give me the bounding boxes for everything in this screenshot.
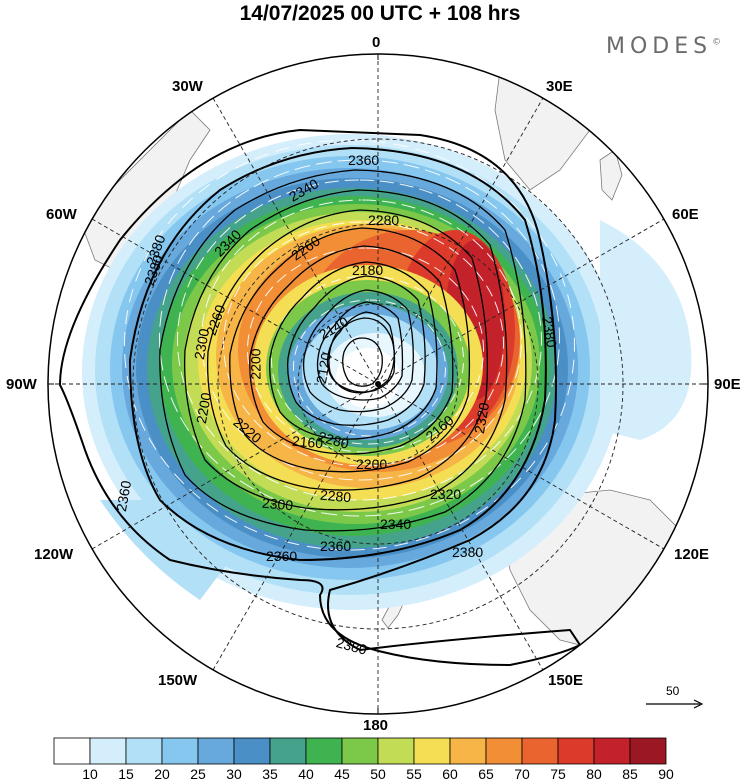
shade-lobe-east — [600, 220, 692, 440]
colorbar-tick-label: 80 — [586, 766, 602, 782]
colorbar-tick-label: 35 — [262, 766, 278, 782]
colorbar-swatch — [125, 737, 163, 765]
lon-label-180: 180 — [363, 717, 389, 734]
lon-label-60e: 60E — [672, 206, 699, 223]
colorbar-tick-label: 85 — [622, 766, 638, 782]
lon-label-30e: 30E — [546, 78, 573, 95]
rim-ticks — [48, 54, 708, 714]
wind-streak-outer2 — [124, 139, 575, 551]
colorbar-tick-label: 75 — [550, 766, 566, 782]
contour-label: 2280 — [319, 486, 352, 506]
colorbar-swatch — [53, 737, 91, 765]
map-disc — [48, 54, 708, 714]
height-contours — [58, 128, 582, 667]
contour-2140 — [328, 317, 395, 394]
colorbar-swatch — [557, 737, 595, 765]
colorbar-tick-label: 90 — [658, 766, 674, 782]
colorbar-swatch — [89, 737, 127, 765]
contour-2360 — [128, 146, 547, 562]
contour-2220 — [287, 275, 426, 426]
colorbar-tick-label: 70 — [514, 766, 530, 782]
lon-label-90w: 90W — [6, 376, 37, 393]
contour-2380 — [58, 128, 582, 667]
contour-label: 2200 — [356, 456, 388, 472]
colorbar-swatch — [521, 737, 559, 765]
colorbar-tick-label: 10 — [82, 766, 98, 782]
colorbar-swatch — [413, 737, 451, 765]
colorbar-swatch — [161, 737, 199, 765]
lon-label-120e: 120E — [674, 546, 710, 563]
copyright-mark: © — [712, 37, 722, 48]
colorbar-swatch — [197, 737, 235, 765]
colorbar-swatch — [377, 737, 415, 765]
contour-label: 2280 — [368, 212, 400, 228]
contour-label: 2320 — [430, 486, 462, 502]
colorbar-tick-label: 55 — [406, 766, 422, 782]
lon-label-120w: 120W — [34, 546, 74, 563]
colorbar-tick-label: 20 — [154, 766, 170, 782]
colorbar-tick-label: 30 — [226, 766, 242, 782]
reference-vector — [646, 699, 704, 709]
contour-label: 2300 — [261, 494, 294, 514]
colorbar-tick-label: 60 — [442, 766, 458, 782]
wind-streak-mid2 — [201, 199, 522, 481]
colorbar-tick-label: 65 — [478, 766, 494, 782]
wind-streak-inner1 — [247, 247, 484, 453]
reference-vector-label: 50 — [666, 684, 680, 698]
contour-2260 — [249, 245, 454, 455]
lon-label-30w: 30W — [172, 78, 203, 95]
lon-label-0: 0 — [372, 34, 381, 51]
colorbar-tick-label: 15 — [118, 766, 134, 782]
colorbar-swatch — [593, 737, 631, 765]
contour-2240 — [269, 261, 438, 440]
contour-2340 — [159, 169, 527, 532]
brand-name: MODES — [606, 34, 713, 59]
contour-2180 — [316, 301, 404, 401]
contour-label: 2160 — [291, 432, 324, 452]
contour-2120 — [342, 337, 383, 387]
colorbar-tick-label: 45 — [334, 766, 350, 782]
wind-streak-outer — [159, 159, 560, 517]
colorbar-swatch — [449, 737, 487, 765]
contour-label: 2360 — [348, 152, 380, 168]
contour-label: 2380 — [452, 544, 484, 560]
contour-label: 2180 — [352, 262, 384, 278]
lon-label-150w: 150W — [158, 672, 198, 689]
contour-label: 2200 — [247, 348, 264, 380]
colorbar-tick-label: 25 — [190, 766, 206, 782]
colorbar-swatch — [629, 737, 667, 765]
colorbar-tick-label: 40 — [298, 766, 314, 782]
colorbar-swatch — [341, 737, 379, 765]
contour-label: 2360 — [266, 548, 298, 564]
pole-marker — [375, 381, 381, 387]
latitude-circle-inner — [297, 303, 459, 465]
contour-2320 — [184, 189, 508, 511]
shade-lobe-southwest — [100, 500, 230, 600]
contour-2300 — [206, 209, 489, 491]
colorbar-tick-label: 50 — [370, 766, 386, 782]
colorbar-swatch — [485, 737, 523, 765]
chart-title: 14/07/2025 00 UTC + 108 hrs — [239, 2, 521, 25]
contour-label: 2360 — [320, 538, 352, 554]
lon-label-60w: 60W — [46, 206, 77, 223]
modes-logo: MODES© — [606, 34, 721, 59]
contour-2160 — [326, 311, 396, 393]
colorbar-swatch — [269, 737, 307, 765]
wind-streak-inner3 — [293, 299, 446, 437]
colorbar-swatch — [305, 737, 343, 765]
contour-label: 2340 — [380, 516, 412, 532]
contour-2200 — [302, 289, 414, 413]
wind-streak-mid3 — [223, 221, 504, 467]
colorbar — [53, 737, 667, 765]
contour-2280 — [229, 227, 471, 473]
lon-label-90e: 90E — [714, 376, 741, 393]
lon-label-150e: 150E — [548, 672, 584, 689]
colorbar-swatch — [233, 737, 271, 765]
